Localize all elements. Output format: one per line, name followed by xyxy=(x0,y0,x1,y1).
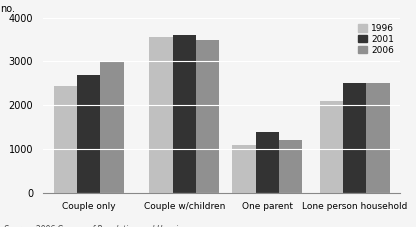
Bar xyxy=(279,140,302,193)
Text: no.: no. xyxy=(0,4,15,14)
Bar xyxy=(173,35,196,193)
Bar xyxy=(54,86,77,193)
Bar xyxy=(343,83,366,193)
Bar xyxy=(100,62,124,193)
Text: Source: 2006 Census of Population and Housing: Source: 2006 Census of Population and Ho… xyxy=(4,225,188,227)
Legend: 1996, 2001, 2006: 1996, 2001, 2006 xyxy=(357,22,396,56)
Bar xyxy=(366,83,389,193)
Bar xyxy=(196,39,219,193)
Bar xyxy=(77,75,100,193)
Bar xyxy=(149,37,173,193)
Bar xyxy=(233,145,256,193)
Bar xyxy=(256,132,279,193)
Bar xyxy=(320,101,343,193)
